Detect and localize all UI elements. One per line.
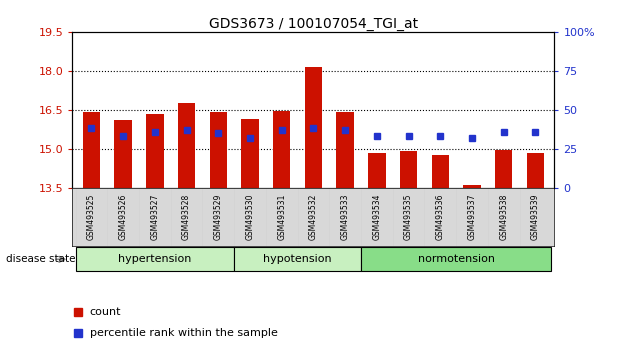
Text: GSM493530: GSM493530	[246, 194, 255, 240]
Text: GSM493538: GSM493538	[499, 194, 508, 240]
Text: GSM493527: GSM493527	[151, 194, 159, 240]
Bar	[210, 112, 227, 188]
Bar	[146, 114, 164, 188]
Bar	[400, 151, 417, 188]
Text: GSM493531: GSM493531	[277, 194, 286, 240]
Text: GSM493535: GSM493535	[404, 194, 413, 240]
Text: GSM493525: GSM493525	[87, 194, 96, 240]
Bar	[463, 185, 481, 188]
FancyBboxPatch shape	[76, 247, 234, 271]
Bar	[115, 120, 132, 188]
Text: GSM493533: GSM493533	[341, 194, 350, 240]
Bar	[527, 153, 544, 188]
Title: GDS3673 / 100107054_TGI_at: GDS3673 / 100107054_TGI_at	[209, 17, 418, 31]
Text: GSM493529: GSM493529	[214, 194, 223, 240]
Text: percentile rank within the sample: percentile rank within the sample	[90, 328, 278, 338]
FancyBboxPatch shape	[234, 247, 360, 271]
Bar	[178, 103, 195, 188]
Bar	[305, 67, 322, 188]
Bar	[83, 112, 100, 188]
Text: GSM493528: GSM493528	[182, 194, 191, 240]
Text: GSM493539: GSM493539	[531, 194, 540, 240]
Text: GSM493537: GSM493537	[467, 194, 476, 240]
Text: disease state: disease state	[6, 254, 76, 264]
Bar	[432, 155, 449, 188]
Bar	[495, 150, 512, 188]
Bar	[241, 119, 259, 188]
Text: GSM493532: GSM493532	[309, 194, 318, 240]
Text: GSM493536: GSM493536	[436, 194, 445, 240]
Text: count: count	[90, 307, 122, 316]
Text: GSM493534: GSM493534	[372, 194, 381, 240]
Text: hypertension: hypertension	[118, 254, 192, 264]
Bar	[273, 111, 290, 188]
Bar	[336, 112, 354, 188]
FancyBboxPatch shape	[361, 247, 551, 271]
Text: GSM493526: GSM493526	[118, 194, 128, 240]
Text: normotension: normotension	[418, 254, 495, 264]
Text: hypotension: hypotension	[263, 254, 332, 264]
Bar	[368, 153, 386, 188]
